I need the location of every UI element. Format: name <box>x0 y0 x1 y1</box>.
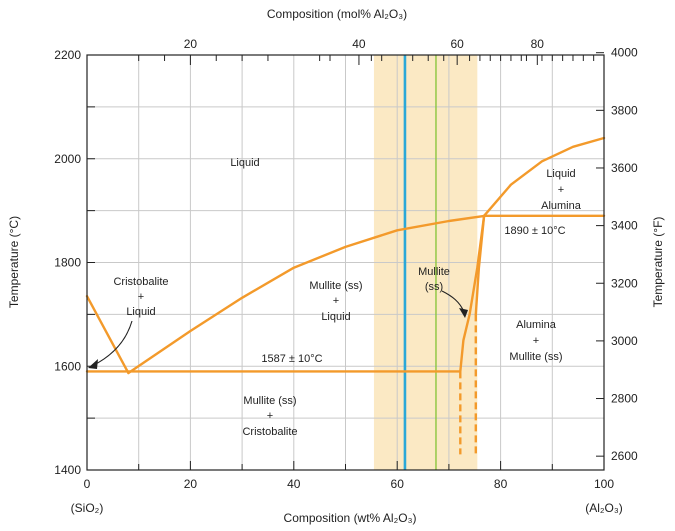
phase-boundaries <box>85 136 606 455</box>
right-tick-label: 2800 <box>611 392 638 406</box>
arrowhead-mullite <box>459 308 468 318</box>
right-tick-label: 3800 <box>611 103 638 117</box>
bottom-tick-label: 40 <box>287 477 301 491</box>
label-liquid: Liquid <box>230 157 259 169</box>
top-axis-title: Composition (mol% Al₂O₃) <box>267 7 407 21</box>
top-tick-label: 60 <box>450 37 464 51</box>
left-tick-label: 2000 <box>54 152 81 166</box>
label-cristobalite-liquid-2: + <box>138 291 144 303</box>
right-tick-label: 3400 <box>611 219 638 233</box>
label-mullite-liquid-3: Liquid <box>321 311 350 323</box>
grid <box>87 55 604 470</box>
phase-boundary-4 <box>482 136 606 217</box>
label-mullite-cristobalite-1: Mullite (ss) <box>243 395 296 407</box>
left-tick-label: 1800 <box>54 256 81 270</box>
right-tick-label: 2600 <box>611 449 638 463</box>
label-eutectic-low: 1587 ± 10°C <box>261 353 322 365</box>
left-tick-label: 2200 <box>54 48 81 62</box>
label-cristobalite-liquid-3: Liquid <box>126 306 155 318</box>
bottom-tick-label: 20 <box>184 477 198 491</box>
bottom-tick-label: 60 <box>391 477 405 491</box>
bottom-tick-label: 100 <box>594 477 614 491</box>
label-mullite-liquid-2: + <box>333 295 339 307</box>
label-mullite-cristobalite-3: Cristobalite <box>242 426 297 438</box>
label-alumina-mullite-1: Alumina <box>516 319 557 331</box>
left-axis-title: Temperature (°C) <box>7 216 21 308</box>
arrowhead-cristobalite <box>88 359 98 369</box>
label-liquid-alumina-3: Alumina <box>541 200 582 212</box>
left-tick-label: 1600 <box>54 359 81 373</box>
plot-frame <box>86 54 605 471</box>
right-axis-title: Temperature (°F) <box>651 217 665 308</box>
top-tick-label: 40 <box>352 37 366 51</box>
label-mullite-liquid-1: Mullite (ss) <box>309 280 362 292</box>
right-tick-label: 3200 <box>611 276 638 290</box>
bottom-tick-label: 0 <box>84 477 91 491</box>
label-eutectic-high: 1890 ± 10°C <box>504 225 565 237</box>
label-alumina-mullite-3: Mullite (ss) <box>509 351 562 363</box>
label-cristobalite-liquid-1: Cristobalite <box>113 276 168 288</box>
tick-labels: 0 20 40 60 80 100 20 40 60 80 1400 1600 1800 2000 2200… <box>54 37 638 491</box>
bottom-axis-title: Composition (wt% Al₂O₃) <box>284 511 417 525</box>
al2o3-end-label: (Al₂O₃) <box>585 501 623 515</box>
top-tick-label: 80 <box>531 37 545 51</box>
label-alumina-mullite-2: + <box>533 335 539 347</box>
label-mullite-cristobalite-2: + <box>267 410 273 422</box>
phase-boundary-1 <box>127 214 487 375</box>
right-tick-label: 3600 <box>611 161 638 175</box>
label-liquid-alumina-1: Liquid <box>546 168 575 180</box>
phase-boundary-0 <box>85 295 130 375</box>
label-liquid-alumina-2: + <box>558 184 564 196</box>
bottom-tick-label: 80 <box>494 477 508 491</box>
left-tick-label: 1400 <box>54 463 81 477</box>
right-tick-label: 4000 <box>611 46 638 60</box>
label-mullite-ss-1: Mullite <box>418 266 450 278</box>
phase-boundary-6 <box>474 214 486 316</box>
right-tick-label: 3000 <box>611 334 638 348</box>
top-tick-label: 20 <box>184 37 198 51</box>
sio2-end-label: (SiO₂) <box>71 501 104 515</box>
label-mullite-ss-2: (ss) <box>425 281 443 293</box>
